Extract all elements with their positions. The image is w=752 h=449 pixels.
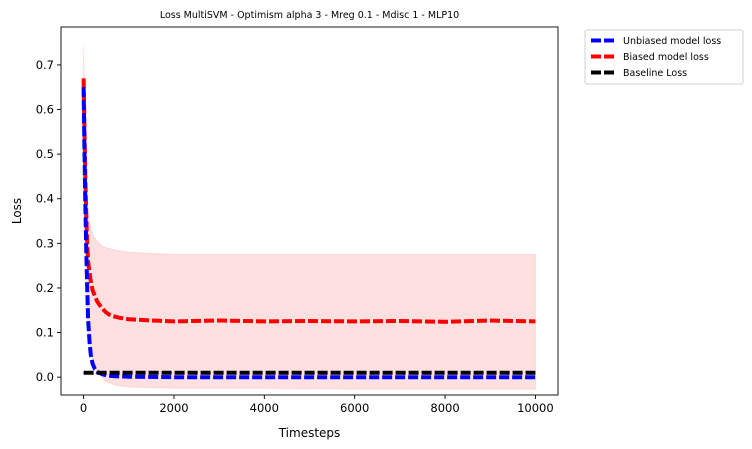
y-tick-label: 0.1 [36,326,54,340]
legend-frame [584,29,744,85]
band-biased-model-loss [83,44,536,390]
x-tick-label: 6000 [340,401,369,415]
y-tick-label: 0.0 [36,370,54,384]
y-axis-label: Loss [10,198,24,224]
legend-label-biased: Biased model loss [623,52,709,63]
legend-label-unbiased: Unbiased model loss [623,36,721,47]
x-tick-label: 4000 [250,401,279,415]
y-tick-label: 0.4 [36,192,54,206]
y-axis: 0.0 0.1 0.2 0.3 0.4 0.5 0.6 0.7 [36,58,61,384]
plot-frame [60,26,559,396]
legend-label-baseline: Baseline Loss [623,68,687,79]
y-tick-label: 0.3 [36,236,54,250]
x-axis-label: Timesteps [278,426,341,440]
y-tick-label: 0.5 [36,147,54,161]
y-tick-label: 0.7 [36,58,54,72]
x-tick-label: 2000 [159,401,188,415]
series-layer [81,78,536,380]
x-tick-label: 8000 [430,401,459,415]
y-tick-label: 0.6 [36,103,54,117]
legend: Unbiased model loss Biased model loss Ba… [584,29,744,85]
confidence-band-layer [83,44,536,390]
x-axis: 0 2000 4000 6000 8000 10000 [80,395,554,415]
chart-title: Loss MultiSVM - Optimism alpha 3 - Mreg … [160,10,459,21]
y-tick-label: 0.2 [36,281,54,295]
x-tick-label: 10000 [517,401,554,415]
x-tick-label: 0 [80,401,87,415]
